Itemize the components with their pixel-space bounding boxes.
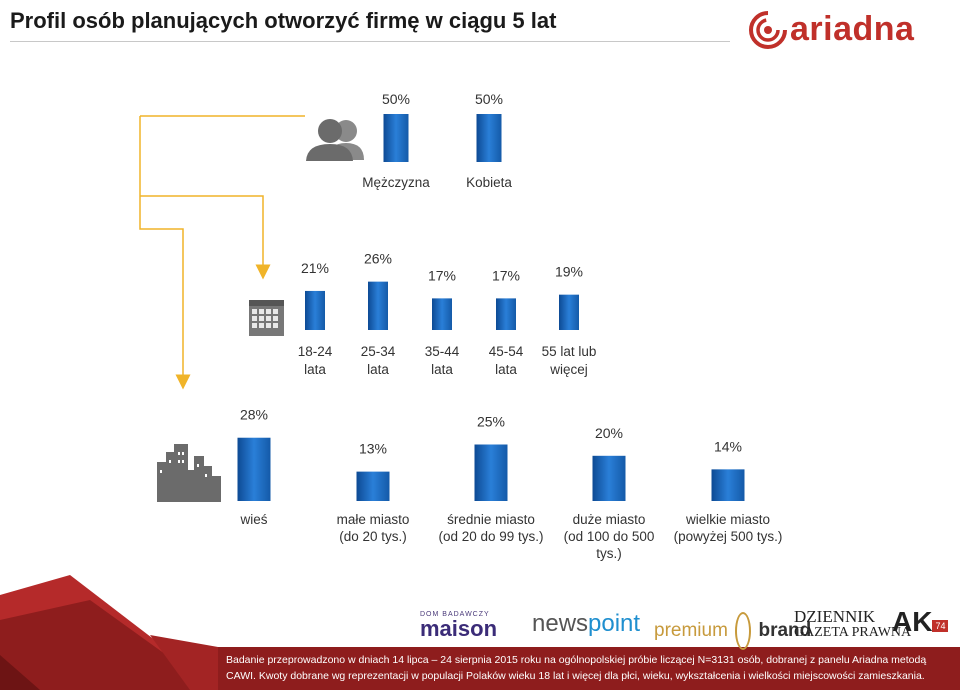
maison-top: DOM BADAWCZY: [420, 611, 490, 618]
age-value-label-2: 17%: [428, 267, 456, 283]
arrow-to-age: [140, 195, 271, 280]
premium-a: premium: [654, 620, 728, 642]
premium-brand-logo: premium brand: [654, 612, 811, 650]
age-value-label-0: 21%: [301, 260, 329, 276]
newspoint-b: point: [588, 610, 641, 637]
age-category-label-0-1: lata: [304, 362, 326, 377]
place-category-label-1-1: (do 20 tys.): [339, 529, 407, 544]
calendar-icon: [249, 300, 284, 336]
age-category-label-2-0: 35-44: [425, 344, 460, 359]
ak-logo: AK 74: [892, 606, 949, 638]
gender-category-label-0-0: Mężczyzna: [362, 175, 430, 190]
footer-note: Badanie przeprowadzono w dniach 14 lipca…: [226, 652, 956, 684]
age-category-label-3-0: 45-54: [489, 344, 524, 359]
age-category-label-3-1: lata: [495, 362, 517, 377]
age-category-label-2-1: lata: [431, 362, 453, 377]
age-category-label-4-0: 55 lat lub: [542, 344, 597, 359]
age-category-label-1-1: lata: [367, 362, 389, 377]
premium-b: brand: [758, 620, 812, 642]
age-value-label-1: 26%: [364, 251, 392, 267]
ariadna-logo: ariadna: [748, 8, 948, 52]
age-bar-0: [305, 290, 325, 330]
logo-text: ariadna: [790, 10, 915, 48]
place-category-label-1-0: małe miasto: [337, 512, 410, 527]
age-bar-1: [368, 281, 388, 330]
place-category-label-2-1: (od 20 do 99 tys.): [438, 529, 543, 544]
place-category-label-4-1: (powyżej 500 tys.): [674, 529, 783, 544]
age-bar-4: [559, 294, 579, 330]
place-value-label-2: 25%: [477, 414, 505, 430]
bars-layer: 50% Mężczyzna 50% Kobieta 21% 18-24 lata 26% 25-…: [237, 91, 783, 561]
gender-value-label-1: 50%: [475, 91, 503, 107]
place-category-label-3-0: duże miasto: [573, 512, 646, 527]
place-category-label-2-0: średnie miasto: [447, 512, 535, 527]
age-bar-2: [432, 298, 452, 330]
dgp-line-1: DZIENNIK: [794, 607, 876, 626]
place-category-label-3-1: (od 100 do 500: [564, 529, 655, 544]
place-bar-2: [474, 444, 508, 501]
arrow-to-place-2: [139, 196, 191, 390]
newspoint-logo: newspoint: [532, 610, 640, 638]
place-value-label-3: 20%: [595, 425, 623, 441]
gender-category-label-1-0: Kobieta: [466, 175, 512, 190]
place-value-label-1: 13%: [359, 441, 387, 457]
connector-arrows: [139, 115, 305, 390]
place-bar-0: [237, 437, 271, 501]
gender-bar-1: [476, 114, 502, 162]
ak-badge: 74: [932, 620, 949, 632]
footer-line-1: Badanie przeprowadzono w dniach 14 lipca…: [226, 654, 927, 666]
newspoint-a: news: [532, 610, 589, 637]
place-category-label-4-0: wielkie miasto: [685, 512, 770, 527]
age-category-label-0-0: 18-24: [298, 344, 333, 359]
place-bar-1: [356, 471, 390, 501]
dgp-logo: DZIENNIK GAZETA PRAWNA: [794, 608, 911, 641]
dgp-line-2: GAZETA PRAWNA: [794, 625, 912, 640]
age-value-label-3: 17%: [492, 267, 520, 283]
maison-text: maison: [420, 616, 498, 641]
city-icon: [157, 444, 221, 502]
footer-line-2: CAWI. Kwoty dobrane wg reprezentacji w p…: [226, 670, 925, 682]
footer-background: [0, 575, 960, 690]
ak-text: AK: [892, 606, 933, 637]
age-value-label-4: 19%: [555, 264, 583, 280]
people-icon: [306, 119, 364, 161]
place-value-label-4: 14%: [714, 438, 742, 454]
gender-bar-0: [383, 114, 409, 162]
age-category-label-4-1: więcej: [549, 362, 588, 377]
ariadna-logo-icon: [749, 11, 787, 49]
page-title: Profil osób planujących otworzyć firmę w…: [10, 8, 557, 33]
place-bar-3: [592, 455, 626, 501]
place-bar-4: [711, 469, 745, 501]
place-category-label-0-0: wieś: [239, 512, 267, 527]
premium-emblem-icon: [735, 612, 752, 650]
maison-logo: DOM BADAWCZY maison: [420, 611, 497, 640]
gender-value-label-0: 50%: [382, 91, 410, 107]
place-value-label-0: 28%: [240, 407, 268, 423]
title-divider: [10, 41, 730, 42]
age-category-label-1-0: 25-34: [361, 344, 396, 359]
chart-area: 50% Mężczyzna 50% Kobieta 21% 18-24 lata 26% 25-…: [139, 91, 783, 561]
age-bar-3: [496, 298, 516, 330]
place-category-label-3-2: tys.): [596, 546, 622, 561]
